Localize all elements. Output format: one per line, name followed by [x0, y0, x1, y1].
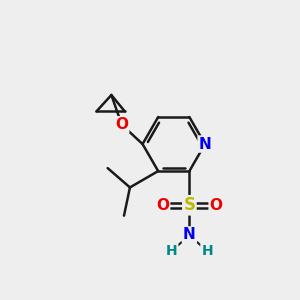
- Text: O: O: [210, 198, 223, 213]
- Text: O: O: [156, 198, 169, 213]
- Text: S: S: [183, 196, 195, 214]
- Text: N: N: [183, 227, 196, 242]
- Text: H: H: [201, 244, 213, 258]
- Text: N: N: [199, 136, 212, 152]
- Text: O: O: [115, 117, 128, 132]
- Text: H: H: [166, 244, 177, 258]
